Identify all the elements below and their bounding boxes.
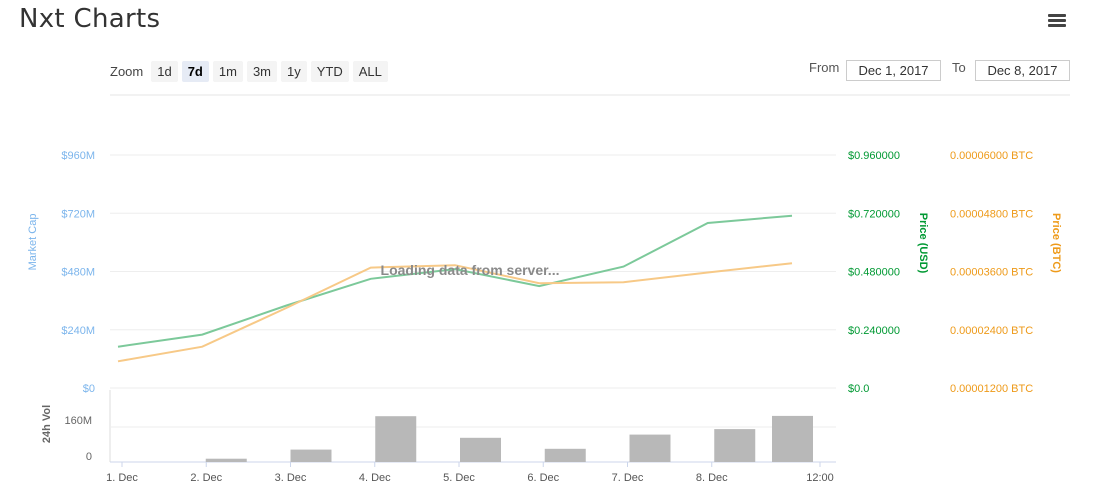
volume-tick-label: 160M — [64, 415, 92, 427]
zoom-controls: Zoom 1d 7d 1m 3m 1y YTD ALL — [110, 60, 388, 82]
volume-bar — [205, 458, 247, 462]
hamburger-menu-icon[interactable] — [1048, 14, 1066, 28]
zoom-label: Zoom — [110, 63, 144, 79]
price-btc-tick-label: 0.00006000 BTC — [950, 150, 1033, 162]
price-btc-axis-title: Price (BTC) — [1050, 213, 1062, 273]
market-cap-tick-label: $720M — [61, 208, 95, 220]
volume-bar — [375, 416, 417, 462]
x-tick-label: 1. Dec — [106, 472, 138, 484]
x-tick-label: 4. Dec — [359, 472, 391, 484]
grid-lines — [109, 154, 836, 467]
volume-bar — [772, 415, 813, 462]
price-usd-tick-label: $0.480000 — [848, 267, 900, 279]
price-btc-line — [117, 262, 793, 363]
price-usd-tick-label: $0.240000 — [848, 325, 900, 337]
range-from-input[interactable]: Dec 1, 2017 — [846, 60, 941, 81]
market-cap-tick-label: $240M — [61, 325, 95, 337]
loading-text: Loading data from server... — [381, 262, 560, 278]
price-btc-tick-label: 0.00001200 BTC — [950, 383, 1033, 395]
x-tick-label: 6. Dec — [527, 472, 559, 484]
volume-bar — [544, 448, 586, 462]
zoom-button-all[interactable]: ALL — [352, 60, 388, 82]
page-title: Nxt Charts — [19, 4, 161, 34]
x-tick-label: 5. Dec — [443, 472, 475, 484]
price-btc-tick-label: 0.00003600 BTC — [950, 267, 1033, 279]
price-btc-tick-label: 0.00002400 BTC — [950, 325, 1033, 337]
volume-tick-label: 0 — [86, 451, 92, 463]
x-tick-label: 8. Dec — [696, 472, 728, 484]
price-usd-tick-label: $0.960000 — [848, 150, 900, 162]
price-usd-line — [117, 214, 793, 348]
zoom-button-ytd[interactable]: YTD — [310, 60, 349, 82]
series-lines — [117, 214, 793, 363]
volume-bar — [290, 449, 332, 462]
zoom-button-7d[interactable]: 7d — [181, 60, 209, 82]
market-cap-tick-label: $0 — [83, 383, 95, 395]
market-cap-tick-label: $480M — [61, 267, 95, 279]
volume-bar — [714, 429, 756, 462]
zoom-button-3m[interactable]: 3m — [246, 60, 277, 82]
price-btc-tick-label: 0.00004800 BTC — [950, 208, 1033, 220]
zoom-button-1y[interactable]: 1y — [281, 60, 307, 82]
volume-bars — [205, 415, 813, 462]
x-tick-label: 7. Dec — [612, 472, 644, 484]
volume-bar — [629, 434, 671, 462]
price-usd-tick-label: $0.0 — [848, 383, 869, 395]
zoom-button-1d[interactable]: 1d — [151, 60, 178, 82]
volume-bar — [460, 437, 501, 462]
x-tick-label: 12:00 — [806, 472, 834, 484]
volume-axis-title: 24h Vol — [41, 405, 53, 443]
price-usd-axis-title: Price (USD) — [917, 213, 929, 274]
market-cap-axis-title: Market Cap — [27, 214, 39, 271]
range-to-input[interactable]: Dec 8, 2017 — [975, 60, 1070, 81]
axis-labels: $0 $0.0 0.00001200 BTC $240M $0.240000 0.0000… — [61, 150, 1033, 484]
market-cap-tick-label: $960M — [61, 150, 95, 162]
x-tick-label: 2. Dec — [190, 472, 222, 484]
range-to-label: To — [952, 60, 966, 75]
zoom-button-1m[interactable]: 1m — [212, 60, 243, 82]
range-from-label: From — [809, 60, 840, 75]
x-tick-label: 3. Dec — [275, 472, 307, 484]
price-usd-tick-label: $0.720000 — [848, 208, 900, 220]
